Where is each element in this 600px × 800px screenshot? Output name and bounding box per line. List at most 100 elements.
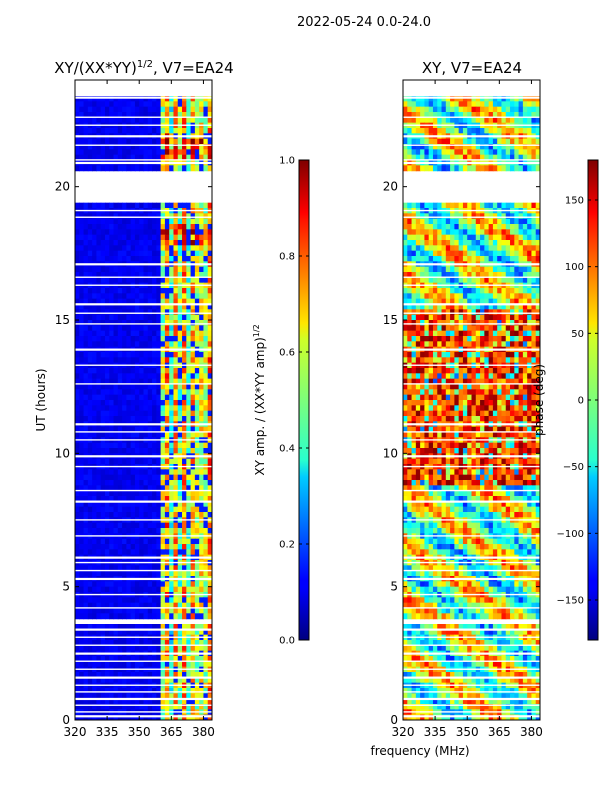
- left-heatmap-cell: [207, 128, 212, 134]
- right-heatmap-cell: [415, 330, 421, 337]
- left-heatmap-cell: [156, 624, 162, 630]
- left-heatmap-cell: [87, 474, 93, 481]
- right-heatmap-cell: [518, 256, 524, 262]
- left-heatmap-cell: [75, 432, 80, 438]
- right-heatmap-cell: [420, 138, 426, 145]
- right-heatmap-cell: [471, 224, 477, 230]
- right-heatmap-cell: [535, 101, 540, 108]
- right-heatmap-cell: [445, 256, 451, 262]
- right-heatmap-cell: [407, 341, 413, 348]
- right-heatmap-cell: [424, 293, 430, 300]
- right-heatmap-cell: [424, 229, 430, 236]
- left-heatmap-cell: [156, 389, 162, 396]
- left-heatmap-cell: [126, 549, 132, 556]
- left-heatmap-cell: [134, 410, 140, 417]
- left-heatmap-cell: [169, 304, 175, 310]
- left-heatmap-cell: [113, 496, 119, 502]
- left-heatmap-cell: [130, 224, 136, 230]
- right-heatmap-cell: [535, 309, 540, 316]
- left-heatmap-cell: [87, 485, 93, 492]
- left-heatmap-cell: [96, 202, 102, 209]
- right-heatmap-cell: [471, 106, 477, 113]
- left-heatmap-cell: [130, 458, 136, 465]
- left-heatmap-cell: [96, 101, 102, 108]
- right-heatmap-cell: [527, 240, 533, 246]
- right-heatmap-cell: [497, 314, 503, 321]
- right-heatmap-cell: [407, 277, 413, 284]
- left-heatmap-cell: [130, 304, 136, 310]
- left-heatmap-cell: [177, 704, 183, 710]
- right-heatmap-cell: [424, 101, 430, 108]
- left-heatmap-cell: [164, 704, 170, 710]
- left-heatmap-cell: [100, 426, 106, 433]
- right-heatmap-cell: [407, 149, 413, 156]
- left-heatmap-cell: [79, 250, 85, 257]
- left-heatmap-cell: [199, 138, 205, 145]
- left-heatmap-cell: [79, 117, 85, 124]
- left-heatmap-cell: [190, 410, 196, 417]
- right-heatmap-cell: [527, 309, 533, 316]
- right-heatmap-cell: [514, 117, 520, 124]
- left-heatmap-cell: [130, 378, 136, 385]
- left-heatmap-cell: [177, 608, 183, 614]
- left-heatmap-cell: [186, 512, 192, 518]
- left-heatmap-cell: [122, 613, 127, 620]
- left-heatmap-cell: [87, 458, 93, 465]
- left-heatmap-cell: [83, 101, 89, 108]
- left-heatmap-cell: [152, 149, 157, 156]
- left-heatmap-cell: [186, 325, 192, 332]
- left-heatmap-cell: [130, 693, 136, 700]
- left-heatmap-cell: [126, 458, 132, 465]
- left-heatmap-cell: [83, 325, 89, 332]
- left-heatmap-cell: [160, 272, 166, 278]
- left-heatmap-cell: [87, 117, 93, 124]
- left-heatmap-cell: [160, 138, 166, 145]
- right-heatmap-cell: [522, 144, 528, 150]
- right-heatmap-cell: [471, 229, 477, 236]
- left-heatmap-cell: [160, 613, 166, 620]
- right-heatmap-cell: [454, 149, 460, 156]
- left-heatmap-cell: [169, 234, 175, 241]
- left-heatmap-gap-line: [75, 577, 212, 581]
- left-heatmap-cell: [203, 298, 209, 305]
- right-heatmap-cell: [428, 149, 434, 156]
- left-heatmap-cell: [109, 298, 115, 305]
- left-heatmap-cell: [164, 624, 170, 630]
- right-heatmap-cell: [518, 272, 524, 278]
- left-heatmap-cell: [130, 144, 136, 150]
- left-heatmap-cell: [96, 112, 102, 118]
- right-heatmap-cell: [488, 245, 494, 252]
- left-heatmap-cell: [199, 256, 205, 262]
- left-heatmap-cell: [160, 250, 166, 257]
- right-heatmap-cell: [535, 256, 540, 262]
- right-heatmap-cell: [407, 224, 413, 230]
- left-heatmap-cell: [156, 373, 162, 380]
- right-heatmap-cell: [441, 106, 447, 113]
- left-heatmap-cell: [143, 330, 149, 337]
- right-heatmap-cell: [497, 304, 503, 310]
- left-heatmap-cell: [83, 416, 89, 422]
- left-heatmap-cell: [194, 234, 200, 241]
- right-heatmap-cell: [497, 277, 503, 284]
- left-heatmap-cell: [79, 154, 85, 161]
- left-heatmap-cell: [169, 698, 175, 705]
- left-heatmap-cell: [190, 277, 196, 284]
- left-heatmap-cell: [126, 389, 132, 396]
- right-heatmap-cell: [467, 229, 473, 236]
- left-heatmap-cell: [79, 288, 85, 294]
- left-heatmap-cell: [130, 277, 136, 284]
- right-heatmap-cell: [514, 224, 520, 230]
- right-heatmap-cell: [462, 96, 468, 102]
- left-heatmap-cell: [79, 229, 85, 236]
- left-heatmap-cell: [207, 224, 212, 230]
- right-heatmap-cell: [407, 320, 413, 326]
- right-heatmap-cell: [437, 256, 443, 262]
- left-heatmap-cell: [199, 672, 205, 678]
- left-heatmap-cell: [113, 266, 119, 273]
- left-heatmap-cell: [104, 224, 110, 230]
- right-heatmap-cell: [471, 330, 477, 337]
- left-heatmap-cell: [156, 704, 162, 710]
- right-heatmap-cell: [488, 213, 494, 220]
- right-heatmap-cell: [505, 341, 511, 348]
- right-heatmap-cell: [467, 320, 473, 326]
